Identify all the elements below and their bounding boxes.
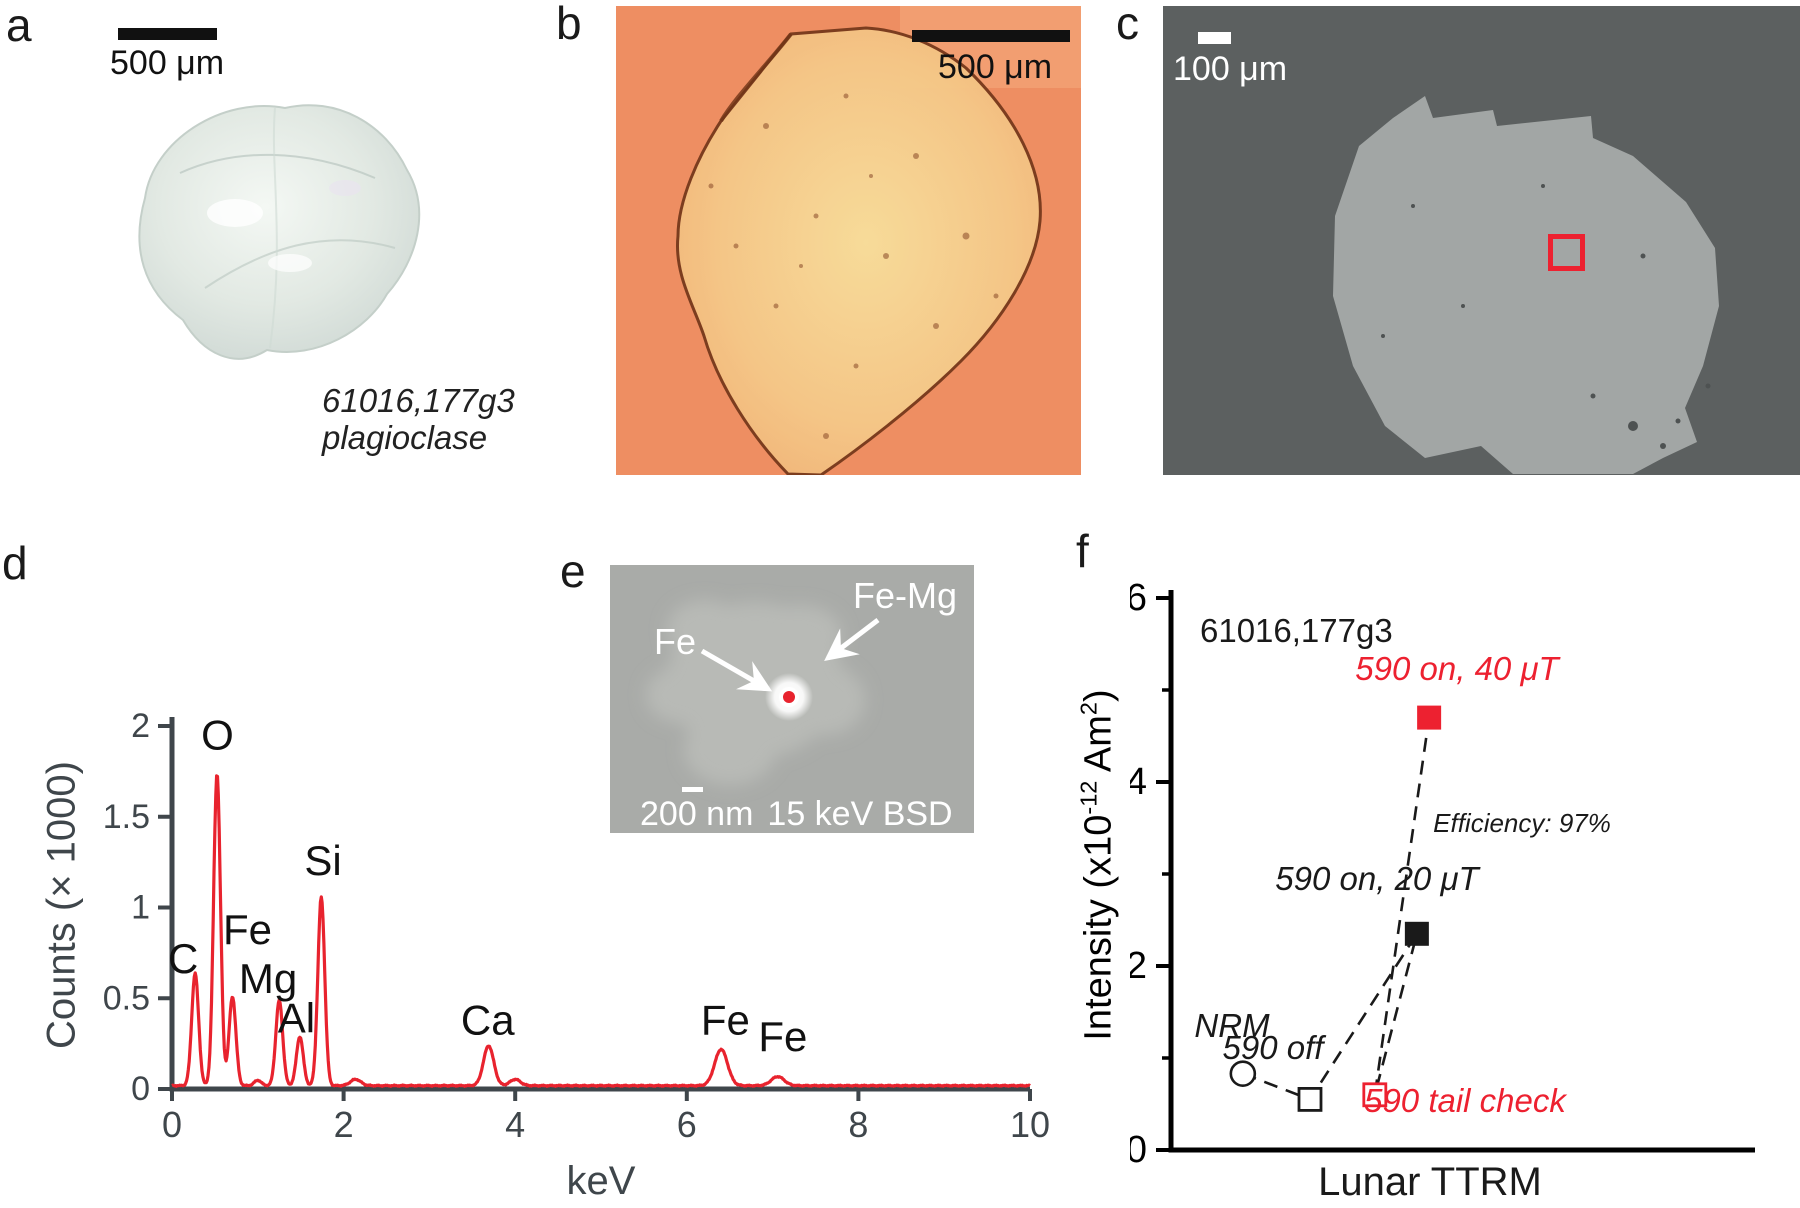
panel-e-drawing bbox=[646, 600, 880, 792]
point-label-590-off: 590 off bbox=[1223, 1029, 1328, 1066]
panel-e-femg-label: Fe-Mg bbox=[853, 575, 958, 616]
panel-d-letter: d bbox=[2, 537, 28, 589]
ttrm-y-tick-label: 6 bbox=[1130, 577, 1147, 619]
panel-c-bse-image: 100 μm bbox=[1163, 6, 1800, 475]
panel-e-scale-bar bbox=[682, 787, 703, 792]
panel-a-caption-line2: plagioclase bbox=[322, 419, 488, 456]
data-point-590-off bbox=[1297, 1087, 1323, 1112]
spectrum-y-tick-label: 0.5 bbox=[103, 979, 150, 1017]
ttrm-efficiency-note: Efficiency: 97% bbox=[1433, 808, 1611, 838]
ttrm-y-tick-label: 4 bbox=[1130, 761, 1147, 803]
panel-e-femg-arrow bbox=[824, 618, 880, 661]
point-label-590-on-20-t: 590 on, 20 μT bbox=[1275, 860, 1481, 897]
ttrm-connector-line bbox=[1242, 717, 1431, 1101]
panel-f-y-axis-label: Intensity (x10-12 Am2) bbox=[1076, 689, 1121, 1040]
ttrm-sample-id: 61016,177g3 bbox=[1200, 612, 1393, 649]
panel-a-caption-line1: 61016,177g3 bbox=[322, 382, 515, 419]
panel-e-letter: e bbox=[560, 545, 586, 597]
panel-e-mode-text: 15 keV BSD bbox=[767, 795, 953, 833]
point-label-590-on-40-t: 590 on, 40 μT bbox=[1355, 650, 1561, 687]
spectrum-x-tick-label: 0 bbox=[162, 1104, 182, 1145]
point-label-590-tail-check: 590 tail check bbox=[1364, 1082, 1567, 1119]
panel-a-scale-bar bbox=[118, 28, 217, 40]
spectrum-y-tick-label: 1.5 bbox=[103, 798, 150, 836]
panel-c-grain-drawing bbox=[1333, 96, 1719, 474]
spectrum-peak-label-fe: Fe bbox=[758, 1013, 807, 1060]
panel-a-grain-photo bbox=[138, 104, 421, 360]
panel-b-scale-label: 500 μm bbox=[938, 48, 1053, 86]
spectrum-curve bbox=[171, 774, 1031, 1088]
panel-e-scale-text: 200 nm 15 keV BSD bbox=[640, 795, 953, 833]
ttrm-y-tick-label: 2 bbox=[1130, 945, 1147, 987]
data-point-590-on-40-t bbox=[1417, 705, 1442, 730]
panel-b-scale-bar bbox=[912, 30, 1070, 42]
panel-f-ylabel-sup2: 2 bbox=[1075, 702, 1102, 716]
spectrum-peak-label-fe: Fe bbox=[223, 906, 272, 953]
data-point-nrm bbox=[1229, 1060, 1257, 1087]
spectrum-peak-label-mg: Mg bbox=[239, 955, 297, 1002]
spectrum-x-tick-label: 4 bbox=[505, 1104, 525, 1145]
panel-a-scale-label: 500 μm bbox=[110, 44, 225, 82]
panel-c-roi-box bbox=[1548, 234, 1585, 271]
panel-e-bsd-image: Fe Fe-Mg 200 nm 15 keV BSD bbox=[610, 565, 974, 833]
panel-c-scale-bar bbox=[1198, 32, 1231, 44]
panel-e-fe-arrow bbox=[700, 648, 773, 692]
point-label-nrm: NRM bbox=[1194, 1007, 1270, 1044]
panel-c-scale-label: 100 μm bbox=[1173, 50, 1288, 88]
panel-c-speckles bbox=[1381, 184, 1711, 449]
spectrum-peak-label-fe: Fe bbox=[701, 997, 750, 1044]
panel-b-speckles bbox=[708, 93, 999, 439]
data-point-590-on-20-t bbox=[1404, 921, 1429, 946]
panel-c-letter: c bbox=[1116, 0, 1139, 49]
panel-a-caption: 61016,177g3 plagioclase bbox=[322, 382, 515, 456]
spectrum-peak-label-ca: Ca bbox=[461, 997, 515, 1044]
panel-e-analysis-dot bbox=[783, 691, 795, 703]
panel-f-ylabel-pre: Intensity (x10 bbox=[1077, 814, 1120, 1041]
panel-f-ylabel-mid: Am bbox=[1077, 715, 1120, 781]
spectrum-peak-label-si: Si bbox=[304, 837, 341, 884]
ttrm-x-axis-label: Lunar TTRM bbox=[1318, 1160, 1542, 1204]
spectrum-y-tick-label: 0 bbox=[131, 1070, 150, 1108]
spectrum-peak-label-al: Al bbox=[278, 995, 315, 1042]
panel-f-ylabel-sup1: -12 bbox=[1075, 780, 1102, 815]
panel-b-optical-image: 500 μm bbox=[616, 6, 1081, 475]
spectrum-x-tick-label: 8 bbox=[848, 1104, 868, 1145]
spectrum-peak-label-o: O bbox=[201, 712, 234, 759]
spectrum-x-tick-label: 2 bbox=[334, 1104, 354, 1145]
spectrum-peak-label-c: C bbox=[168, 935, 198, 982]
ttrm-y-tick-label: 0 bbox=[1130, 1129, 1147, 1171]
panel-b-grain-drawing bbox=[675, 6, 1081, 475]
spectrum-y-tick-label: 1 bbox=[131, 889, 150, 927]
panel-b-letter: b bbox=[556, 0, 582, 49]
spectrum-x-tick-label: 6 bbox=[677, 1104, 697, 1145]
panel-f-ylabel-post: ) bbox=[1077, 689, 1120, 703]
panel-e-fe-label: Fe bbox=[654, 621, 697, 662]
spectrum-y-tick-label: 2 bbox=[131, 707, 150, 745]
spectrum-x-axis-label: keV bbox=[567, 1159, 636, 1203]
data-point-590-tail-check bbox=[1362, 1082, 1388, 1108]
panel-f-letter: f bbox=[1076, 525, 1089, 577]
panel-a-letter: a bbox=[6, 0, 32, 51]
panel-e-scale-value: 200 nm bbox=[640, 795, 754, 833]
spectrum-x-tick-label: 10 bbox=[1010, 1104, 1050, 1145]
